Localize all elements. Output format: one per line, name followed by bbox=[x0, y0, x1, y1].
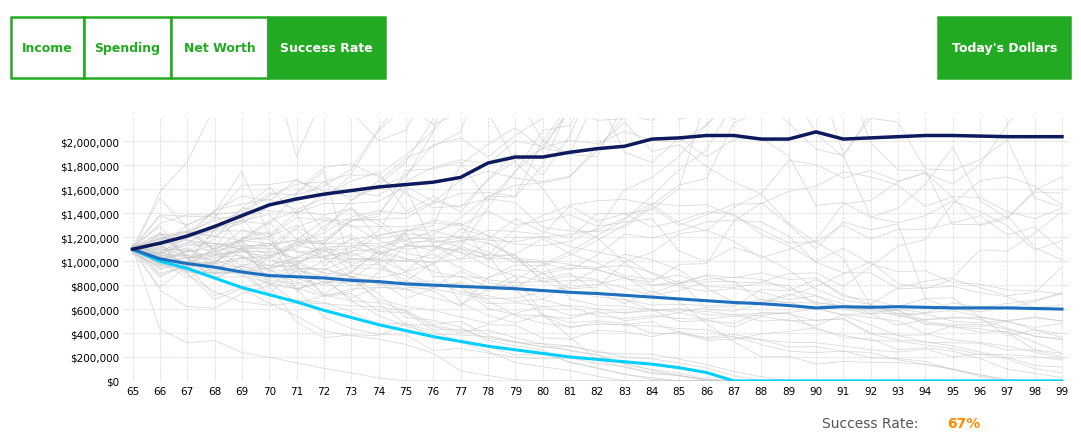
Text: 67%: 67% bbox=[947, 416, 980, 430]
Text: Success Rate: Success Rate bbox=[280, 42, 373, 55]
Text: Spending: Spending bbox=[94, 42, 161, 55]
Text: Income: Income bbox=[23, 42, 72, 55]
Text: Net Worth: Net Worth bbox=[184, 42, 255, 55]
Text: Success Rate:: Success Rate: bbox=[822, 416, 918, 430]
Text: Today's Dollars: Today's Dollars bbox=[951, 42, 1057, 55]
